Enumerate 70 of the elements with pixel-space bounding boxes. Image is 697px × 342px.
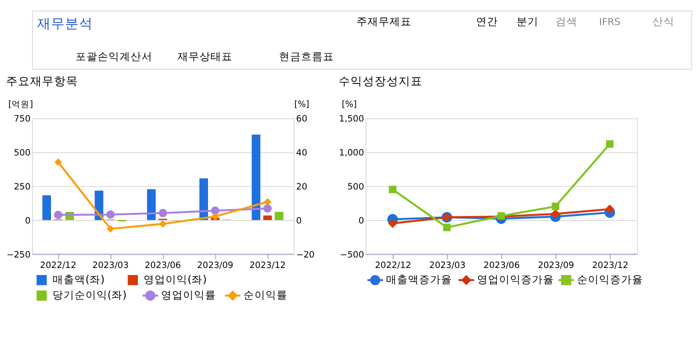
y-axis-title: [억원]: [8, 100, 34, 110]
point: [388, 186, 396, 194]
legend-label: 영업이익증가율: [476, 273, 554, 286]
legend-label: 순이익증가율: [576, 273, 643, 286]
x-tick-label: 2023/03: [429, 260, 466, 271]
x-tick-label: 2023/06: [144, 260, 181, 271]
text: 검색: [555, 15, 578, 28]
x-tick-label: 2023/09: [197, 260, 234, 271]
text: 연간: [476, 15, 498, 28]
bar: [274, 212, 284, 220]
x-tick-label: 2023/12: [249, 260, 286, 271]
x-tick-label: 2022/12: [374, 260, 412, 271]
legend-label: 순이익률: [243, 288, 288, 302]
point: [106, 210, 115, 219]
y-tick-label: 500: [347, 182, 364, 192]
y2-tick-label: 20: [296, 182, 308, 192]
bar: [42, 195, 51, 220]
text: 포괄손익계산서: [76, 50, 153, 64]
legend-label: 매출액증가율: [386, 273, 452, 286]
y2-tick-label: 60: [296, 114, 308, 125]
x-tick-label: 2023/12: [592, 260, 628, 271]
point: [158, 208, 168, 218]
point: [606, 140, 614, 148]
text: 현금흐름표: [279, 50, 334, 64]
y-tick-label: 0: [24, 216, 31, 226]
bar: [252, 134, 260, 220]
legend-label: 영업이익(좌): [143, 273, 207, 286]
point: [211, 212, 219, 220]
point: [211, 206, 220, 215]
point: [550, 209, 560, 218]
point: [552, 202, 560, 210]
bar: [147, 189, 156, 220]
y-tick-label: 750: [14, 114, 31, 125]
point: [264, 198, 272, 206]
chart-title: 주요재무항목: [6, 74, 78, 88]
text: 재무상태표: [177, 50, 232, 64]
x-tick-label: 2023/06: [484, 260, 520, 271]
text: IFRS: [599, 17, 620, 28]
point: [443, 224, 451, 232]
y-tick-label: 0: [358, 216, 364, 226]
text: 재무분석: [36, 16, 93, 32]
legend-label: 당기순이익(좌): [52, 288, 127, 302]
point: [54, 158, 62, 166]
bar: [263, 216, 272, 220]
legend-label: 영업이익률: [160, 288, 216, 302]
y-tick-label: 1,000: [339, 148, 364, 159]
y2-tick-label: 40: [296, 148, 308, 159]
point: [54, 210, 62, 220]
x-tick-label: 2023/09: [538, 260, 574, 271]
y-tick-label: −500: [340, 250, 364, 260]
point: [106, 225, 114, 233]
point: [159, 220, 167, 228]
point: [388, 218, 398, 228]
point: [263, 204, 272, 213]
text: 산식: [652, 15, 674, 28]
legend-label: 매출액(좌): [52, 273, 105, 286]
point: [605, 204, 614, 214]
x-tick-label: 2022/12: [40, 260, 76, 271]
text: 주재무제표: [356, 15, 412, 28]
y-tick-label: 500: [14, 148, 31, 159]
y2-tick-label: −20: [296, 250, 315, 260]
y-tick-label: −250: [6, 250, 31, 260]
y2-tick-label: 0: [296, 216, 302, 226]
y2-axis-title: [%]: [294, 100, 310, 110]
y-tick-label: 1,500: [339, 114, 364, 125]
text: 분기: [516, 15, 539, 28]
y-tick-label: 250: [14, 182, 31, 192]
y-axis-title: [%]: [342, 100, 357, 110]
chart-title: 수익성장성지표: [338, 74, 423, 88]
x-tick-label: 2023/03: [92, 260, 129, 271]
